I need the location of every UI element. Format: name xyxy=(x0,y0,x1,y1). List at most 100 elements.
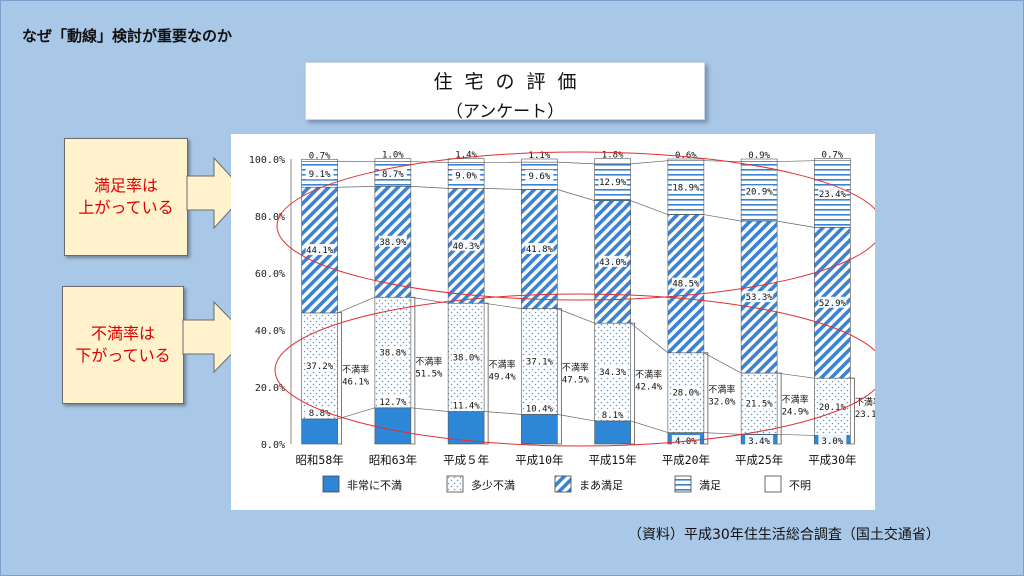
value-label: 12.9% xyxy=(599,178,627,188)
dissatisfaction-rate-label: 不満率 xyxy=(635,369,662,381)
dissatisfaction-rate-label: 不満率 xyxy=(708,383,735,395)
segment-connector xyxy=(337,407,375,420)
legend-swatch xyxy=(446,475,464,493)
value-label-bg xyxy=(745,185,774,197)
x-tick-label: 平成20年 xyxy=(662,453,710,467)
value-label: 41.8% xyxy=(526,245,554,255)
value-label-bg xyxy=(671,386,700,398)
value-label-bg xyxy=(378,167,407,179)
legend-swatch xyxy=(554,475,572,493)
value-label-bg xyxy=(745,435,774,446)
segment-connector xyxy=(630,160,668,165)
x-tick-label: 平成15年 xyxy=(588,453,636,467)
value-label-bg xyxy=(452,169,481,181)
value-label-bg xyxy=(305,406,334,418)
legend-label: 満足 xyxy=(699,479,721,492)
value-label: 8.1% xyxy=(602,411,624,421)
bar-segment xyxy=(521,158,558,163)
segment-connector xyxy=(410,186,449,189)
value-label: 38.9% xyxy=(379,238,407,248)
value-label: 11.4% xyxy=(453,402,481,412)
legend-label: まあ満足 xyxy=(579,479,623,492)
value-label-bg xyxy=(745,397,774,409)
dissatisfaction-rate-label: 不満率 xyxy=(489,359,516,371)
x-tick-label: 平成30年 xyxy=(808,453,856,467)
value-label: 10.4% xyxy=(526,404,554,414)
dissatisfaction-rate-value: 47.5% xyxy=(562,375,590,385)
legend-swatch xyxy=(322,475,340,493)
value-label: 3.0% xyxy=(822,437,844,447)
y-tick-label: 20.0% xyxy=(255,383,285,394)
value-label: 23.4% xyxy=(819,190,847,200)
value-label-bg xyxy=(305,359,334,371)
x-tick-label: 平成10年 xyxy=(515,453,563,467)
dissatisfaction-rate-label: 不満率 xyxy=(415,356,442,368)
dissatisfaction-bracket xyxy=(777,372,782,445)
segment-connector xyxy=(484,188,522,190)
segment-connector xyxy=(777,160,815,162)
dissatisfaction-rate-value: 24.9% xyxy=(782,408,810,418)
satisfaction-arrow-icon xyxy=(186,156,247,230)
value-label: 37.2% xyxy=(306,362,334,372)
value-label: 38.8% xyxy=(379,349,407,359)
value-label: 1.4% xyxy=(455,151,477,161)
segment-connector xyxy=(337,186,375,188)
value-label: 38.0% xyxy=(453,353,481,363)
segment-connector xyxy=(484,161,522,164)
segment-connector xyxy=(703,214,742,222)
dissatisfaction-bracket xyxy=(557,308,562,445)
value-label: 1.8% xyxy=(602,151,624,161)
segment-connector xyxy=(484,302,522,309)
bar-segment xyxy=(814,158,851,162)
satisfaction-callout: 満足率は 上がっている xyxy=(64,138,262,256)
x-tick-label: 昭和63年 xyxy=(369,453,417,467)
satisfaction-callout-box: 満足率は 上がっている xyxy=(64,138,188,256)
value-label: 21.5% xyxy=(746,400,774,410)
dissatisfaction-rate-value: 23.1% xyxy=(855,410,875,420)
value-label: 37.1% xyxy=(526,357,554,367)
bar-segment xyxy=(374,407,412,445)
bar-segment xyxy=(740,158,778,162)
dissatisfaction-bracket xyxy=(850,377,855,445)
dissatisfaction-rate-label: 不満率 xyxy=(782,394,809,406)
value-label-bg xyxy=(818,400,847,412)
dissatisfaction-rate-value: 46.1% xyxy=(342,377,370,387)
value-label-bg xyxy=(452,351,481,363)
dissatisfaction-callout: 不満率は 下がっている xyxy=(62,286,262,404)
page-heading: なぜ「動線」検討が重要なのか xyxy=(22,27,233,45)
value-label-bg xyxy=(671,181,700,193)
segment-connector xyxy=(410,407,449,412)
value-label: 20.1% xyxy=(819,403,847,413)
segment-connector xyxy=(557,308,595,324)
value-label-bg xyxy=(525,243,554,255)
value-label: 9.1% xyxy=(309,170,331,180)
value-label: 28.0% xyxy=(672,389,700,399)
dissatisfaction-bracket xyxy=(410,296,416,445)
value-label-bg xyxy=(525,355,554,367)
dissatisfaction-bracket xyxy=(337,312,343,445)
value-label: 40.3% xyxy=(453,242,481,252)
x-tick-label: 平成５年 xyxy=(443,453,489,467)
dissatisfaction-bracket xyxy=(484,302,489,445)
value-label-bg xyxy=(452,399,481,411)
dissatisfaction-rate-label: 不満率 xyxy=(342,363,369,375)
segment-connector xyxy=(777,372,815,379)
value-label-bg xyxy=(598,255,627,267)
value-label-bg xyxy=(818,435,847,446)
stacked-bar-chart: 0.0% 20.0% 40.0% 60.0% 80.0% 100.0% 昭和58年 8.8%… xyxy=(249,151,886,493)
value-label: 48.5% xyxy=(672,280,700,290)
dissatisfaction-rate-value: 42.4% xyxy=(635,383,663,393)
value-label-bg xyxy=(305,244,334,256)
value-label: 4.0% xyxy=(675,437,697,447)
value-label-bg xyxy=(671,435,700,446)
bar-segment xyxy=(594,158,631,165)
satisfaction-callout-line2: 上がっている xyxy=(78,198,174,217)
satisfaction-callout-line1: 満足率は xyxy=(93,176,158,195)
chart-subtitle: （アンケート） xyxy=(445,102,565,122)
bar-segment xyxy=(447,158,485,164)
legend-label: 不明 xyxy=(789,479,811,492)
legend-label: 非常に不満 xyxy=(347,479,402,492)
value-label: 9.6% xyxy=(529,172,551,182)
value-label: 34.3% xyxy=(599,368,627,378)
value-label-bg xyxy=(378,235,407,247)
